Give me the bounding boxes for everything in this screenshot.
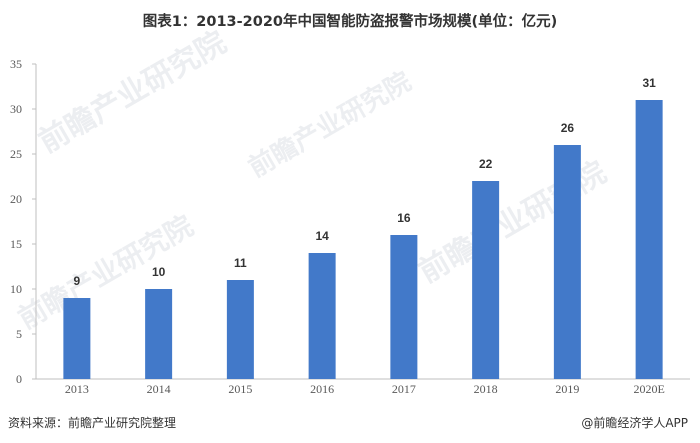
y-tick-label: 5 [16, 327, 22, 341]
y-tick-label: 35 [10, 57, 22, 71]
x-tick-label: 2016 [310, 382, 334, 396]
x-tick-label: 2013 [65, 382, 89, 396]
data-label: 31 [642, 76, 656, 90]
y-tick-label: 10 [10, 282, 22, 296]
data-label: 10 [152, 265, 166, 279]
data-label: 9 [74, 274, 81, 288]
data-label: 16 [397, 211, 411, 225]
x-tick-label: 2014 [147, 382, 171, 396]
data-label: 26 [561, 121, 575, 135]
x-tick-label: 2018 [474, 382, 498, 396]
x-tick-label: 2017 [392, 382, 416, 396]
y-tick-label: 20 [10, 192, 22, 206]
bar [472, 181, 500, 379]
data-label: 11 [234, 256, 247, 270]
data-label: 14 [315, 229, 329, 243]
bar [308, 253, 336, 379]
y-tick-label: 30 [10, 102, 22, 116]
chart-title: 图表1：2013-2020年中国智能防盗报警市场规模(单位：亿元) [142, 14, 558, 30]
bar [226, 280, 254, 379]
bar [63, 298, 91, 379]
bar [635, 100, 663, 379]
bar [390, 235, 418, 379]
x-tick-label: 2015 [228, 382, 252, 396]
source-note: 资料来源：前瞻产业研究院整理 [8, 416, 177, 430]
y-tick-label: 15 [10, 237, 22, 251]
bar [145, 289, 173, 379]
bar-chart: 0 5 10 15 20 25 30 35 9 2013 10 2014 11 2015 14 2016 16 2… [10, 57, 690, 396]
y-tick-label: 0 [16, 372, 22, 386]
data-label: 22 [479, 157, 493, 171]
x-tick-label: 2020E [633, 382, 664, 396]
y-tick-label: 25 [10, 147, 22, 161]
x-tick-label: 2019 [555, 382, 579, 396]
brand-label: @前瞻经济学人APP [581, 416, 688, 430]
bar [553, 145, 581, 379]
